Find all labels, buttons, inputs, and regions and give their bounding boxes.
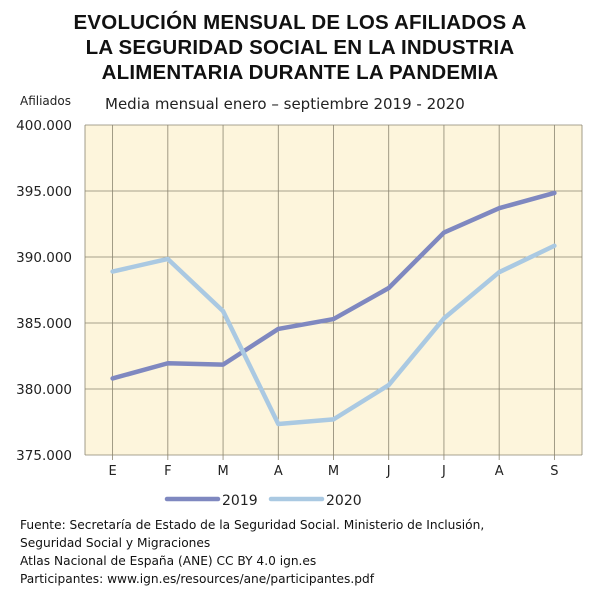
y-tick-label: 400.000: [16, 118, 72, 134]
y-tick-label: 375.000: [16, 448, 72, 464]
x-tick-label: E: [109, 464, 117, 479]
footer-line: Fuente: Secretaría de Estado de la Segur…: [20, 518, 485, 532]
x-tick-label: A: [495, 464, 504, 479]
y-axis-label: Afiliados: [20, 94, 71, 108]
y-tick-label: 395.000: [16, 184, 72, 200]
footer-line: Participantes: www.ign.es/resources/ane/…: [20, 572, 375, 586]
y-tick-label: 380.000: [16, 382, 72, 398]
title-line: EVOLUCIÓN MENSUAL DE LOS AFILIADOS A: [73, 11, 527, 34]
x-tick-label: F: [164, 464, 171, 479]
chart-title: EVOLUCIÓN MENSUAL DE LOS AFILIADOS A LA …: [0, 10, 600, 85]
title-line: LA SEGURIDAD SOCIAL EN LA INDUSTRIA: [85, 36, 515, 59]
x-tick-label: J: [441, 464, 446, 479]
source-footer: Fuente: Secretaría de Estado de la Segur…: [20, 516, 484, 588]
footer-line: Atlas Nacional de España (ANE) CC BY 4.0…: [20, 554, 317, 568]
legend-label: 2020: [326, 493, 362, 509]
legend-label: 2019: [222, 493, 258, 509]
x-tick-label: M: [217, 464, 228, 479]
chart-subtitle: Media mensual enero – septiembre 2019 - …: [105, 95, 465, 113]
title-line: ALIMENTARIA DURANTE LA PANDEMIA: [101, 61, 499, 84]
x-tick-label: A: [274, 464, 283, 479]
x-tick-label: S: [550, 464, 558, 479]
y-tick-label: 390.000: [16, 250, 72, 266]
footer-line: Seguridad Social y Migraciones: [20, 536, 211, 550]
x-tick-label: J: [386, 464, 391, 479]
x-tick-label: M: [328, 464, 339, 479]
y-tick-label: 385.000: [16, 316, 72, 332]
